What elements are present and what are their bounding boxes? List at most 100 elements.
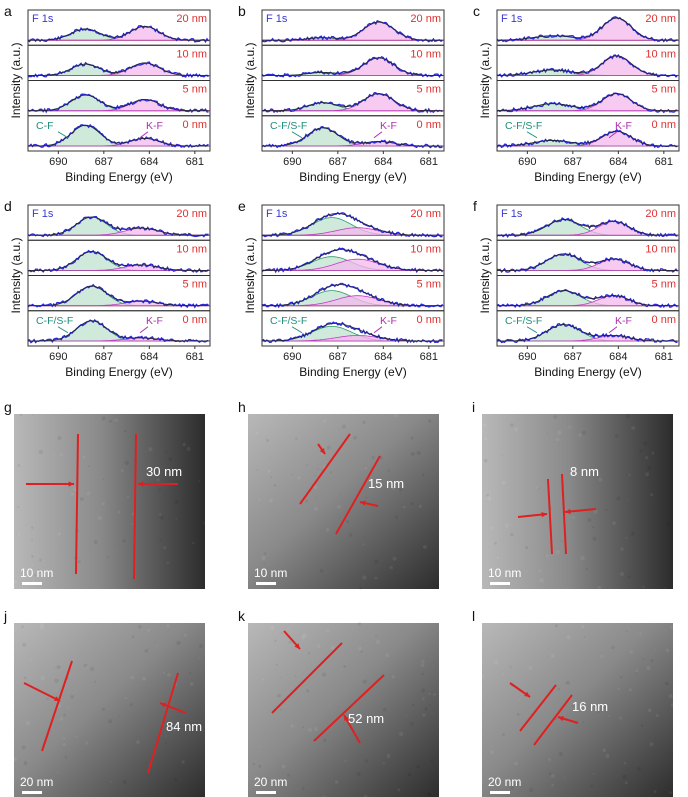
speckle — [529, 788, 534, 793]
speckle — [23, 761, 28, 766]
depth-label: 5 nm — [652, 279, 676, 291]
fit-line — [28, 216, 209, 236]
speckle — [146, 431, 148, 433]
x-tick-label: 681 — [420, 351, 438, 363]
speckle — [353, 435, 357, 440]
fit-line — [28, 94, 209, 112]
speckle — [322, 672, 327, 677]
speckle — [316, 468, 319, 470]
x-tick-label: 687 — [329, 351, 347, 363]
speckle — [330, 471, 332, 474]
speckle — [316, 644, 321, 648]
speckle — [375, 639, 380, 644]
speckle — [156, 645, 158, 647]
speckle — [167, 673, 171, 677]
depth-label: 5 nm — [417, 279, 441, 291]
speckle — [561, 540, 563, 542]
speckle — [655, 713, 659, 718]
speckle — [120, 469, 124, 473]
speckle — [67, 706, 70, 709]
speckle — [32, 564, 34, 566]
panel-label: e — [238, 198, 246, 214]
depth-label: 0 nm — [417, 119, 441, 131]
speckle — [97, 516, 102, 520]
x-tick-label: 684 — [374, 351, 392, 363]
speckle — [655, 649, 657, 651]
xps-panel-c: c 20 nm 10 nm 5 nm 0 nm F 1s C-F/S-F K-F 690 687 6… — [473, 3, 680, 184]
x-axis-label: Binding Energy (eV) — [534, 365, 641, 379]
speckle — [627, 575, 631, 579]
thickness-label: 15 nm — [368, 476, 404, 491]
speckle — [593, 509, 598, 514]
speckle — [57, 771, 59, 774]
thickness-arrow — [23, 682, 61, 702]
fit-line — [497, 55, 678, 76]
speckle — [144, 648, 149, 653]
speckle — [101, 502, 105, 506]
speckle — [582, 721, 585, 724]
speckle — [572, 516, 575, 519]
speckle — [175, 518, 177, 521]
panel-label: i — [472, 399, 475, 415]
y-axis-label: Intensity (a.u.) — [243, 237, 257, 313]
cf-annotation: C-F/S-F — [270, 315, 307, 327]
speckle — [608, 715, 611, 718]
speckle — [371, 455, 375, 459]
arrow-head — [68, 481, 74, 487]
f1s-label: F 1s — [266, 208, 288, 220]
fit-line — [262, 57, 443, 76]
speckle — [159, 515, 165, 520]
speckle — [59, 452, 64, 456]
depth-label: 0 nm — [652, 314, 676, 326]
panel-label: h — [238, 399, 246, 415]
speckle — [17, 464, 21, 467]
speckle — [110, 780, 112, 783]
speckle — [427, 792, 432, 797]
speckle — [22, 642, 27, 647]
speckle — [165, 735, 167, 737]
speckle — [126, 495, 130, 498]
speckle — [135, 735, 137, 738]
speckle — [189, 672, 192, 675]
thickness-line — [147, 672, 179, 774]
kf-annotation: K-F — [615, 120, 632, 132]
speckle — [17, 506, 20, 508]
depth-label: 20 nm — [176, 13, 207, 25]
depth-label: 20 nm — [645, 13, 676, 25]
speckle — [39, 625, 45, 630]
speckle — [422, 697, 425, 700]
speckle — [374, 576, 378, 580]
speckle — [108, 719, 113, 724]
subpanel-frame — [261, 310, 445, 347]
fit-line — [28, 251, 209, 271]
speckle — [647, 466, 651, 471]
speckle — [653, 452, 656, 454]
speckle — [323, 738, 327, 742]
speckle — [325, 527, 330, 532]
speckle — [302, 787, 305, 790]
speckle — [665, 648, 670, 652]
speckle — [75, 735, 78, 738]
speckle — [578, 433, 582, 437]
speckle — [85, 741, 89, 745]
speckle — [79, 497, 84, 501]
depth-label: 20 nm — [176, 208, 207, 220]
speckle — [37, 569, 42, 574]
speckle — [280, 708, 283, 711]
speckle — [564, 776, 566, 778]
speckle — [666, 521, 670, 526]
speckle — [183, 633, 187, 637]
speckle — [428, 692, 431, 695]
cf-pointer — [526, 131, 538, 139]
speckle — [436, 524, 439, 527]
fit-line — [28, 62, 209, 76]
speckle — [314, 507, 318, 511]
speckle — [203, 521, 207, 525]
x-axis-label: Binding Energy (eV) — [299, 365, 406, 379]
speckle — [555, 549, 560, 554]
thickness-line — [313, 674, 385, 742]
speckle — [83, 663, 87, 668]
cf-pointer — [291, 131, 303, 139]
speckle — [558, 751, 563, 757]
speckle — [62, 743, 66, 747]
